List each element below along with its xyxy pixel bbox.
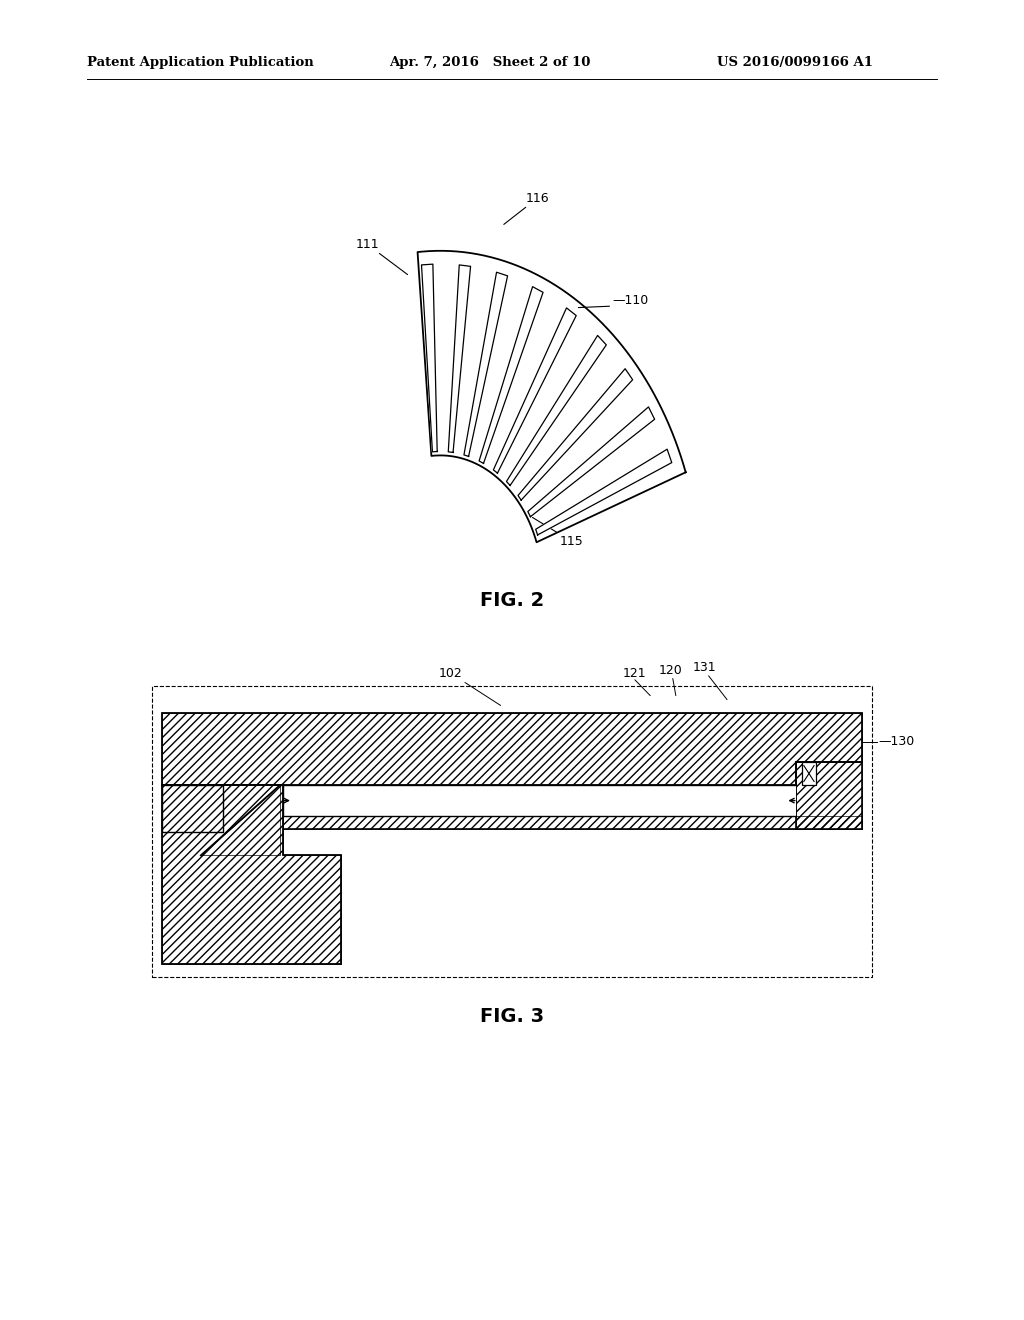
Polygon shape <box>201 785 280 855</box>
Text: 131: 131 <box>692 661 717 675</box>
Text: 111: 111 <box>355 238 408 275</box>
Text: 146: 146 <box>303 805 327 818</box>
Text: 137: 137 <box>469 743 494 756</box>
Polygon shape <box>449 265 471 453</box>
Polygon shape <box>802 762 816 785</box>
Text: Apr. 7, 2016   Sheet 2 of 10: Apr. 7, 2016 Sheet 2 of 10 <box>389 55 591 69</box>
Polygon shape <box>507 335 606 486</box>
Polygon shape <box>283 785 796 816</box>
Text: US 2016/0099166 A1: US 2016/0099166 A1 <box>717 55 872 69</box>
Bar <box>152 686 872 977</box>
Text: FIG. 3: FIG. 3 <box>480 1007 544 1026</box>
Polygon shape <box>494 308 577 473</box>
Text: 102: 102 <box>438 667 501 705</box>
Text: —110: —110 <box>612 294 648 308</box>
Polygon shape <box>464 272 508 457</box>
Polygon shape <box>162 713 862 785</box>
Text: 134: 134 <box>676 805 699 818</box>
Polygon shape <box>518 368 633 500</box>
Text: 116: 116 <box>504 191 550 224</box>
Text: 120: 120 <box>658 664 683 677</box>
Text: 132: 132 <box>643 805 667 818</box>
Polygon shape <box>527 407 654 516</box>
Polygon shape <box>162 785 223 832</box>
Text: 140: 140 <box>162 865 185 878</box>
Text: FIG. 2: FIG. 2 <box>480 591 544 610</box>
Text: 115: 115 <box>532 517 584 548</box>
Polygon shape <box>479 286 543 463</box>
Polygon shape <box>162 785 341 964</box>
Polygon shape <box>796 762 862 829</box>
Text: —130: —130 <box>879 735 914 748</box>
Polygon shape <box>536 449 672 535</box>
Text: Patent Application Publication: Patent Application Publication <box>87 55 313 69</box>
Text: 123: 123 <box>607 743 632 756</box>
Text: 133: 133 <box>367 743 391 756</box>
Text: 121: 121 <box>623 667 647 680</box>
Polygon shape <box>422 264 437 451</box>
Polygon shape <box>283 816 862 829</box>
Polygon shape <box>418 251 686 543</box>
Text: 160: 160 <box>220 805 244 818</box>
